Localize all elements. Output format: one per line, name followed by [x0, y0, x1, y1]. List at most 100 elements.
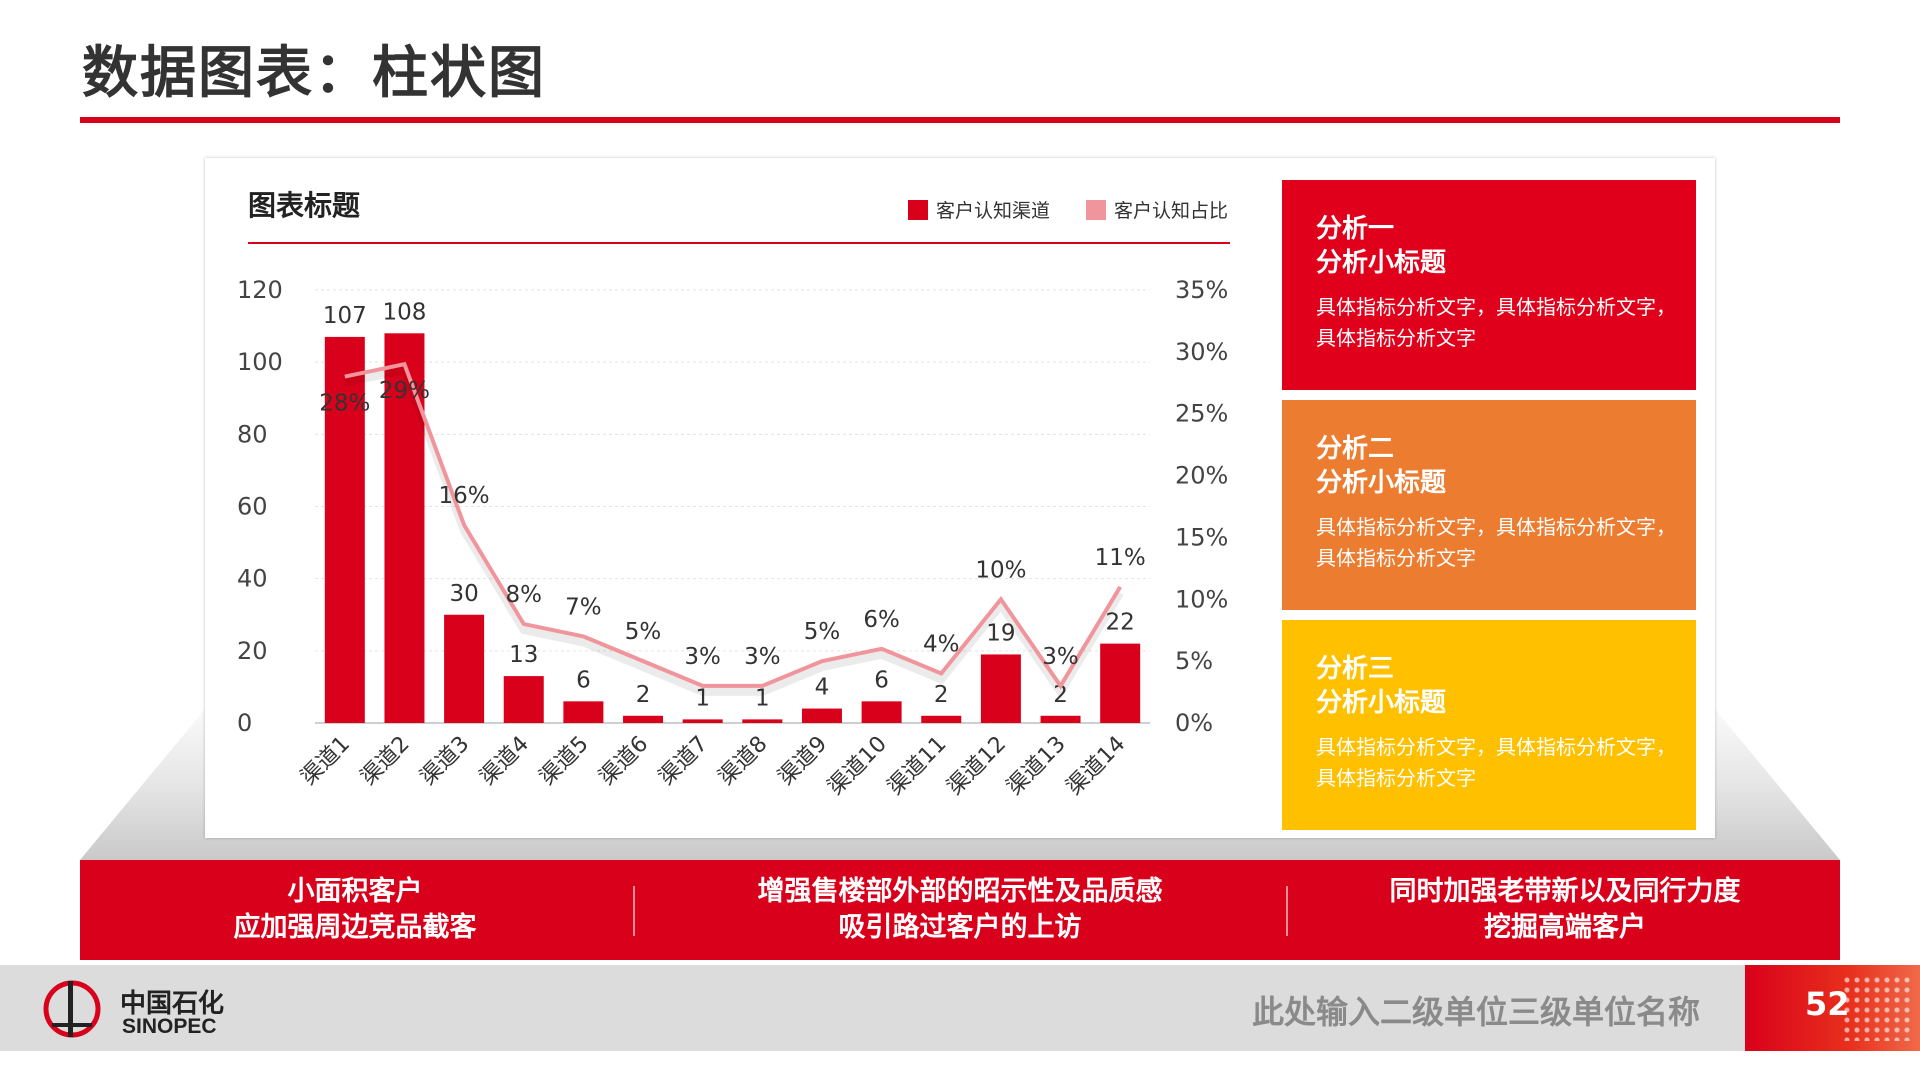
legend-item-line: 客户认知占比 — [1086, 196, 1228, 223]
org-name: 此处输入二级单位三级单位名称 — [1251, 993, 1700, 1031]
line-value-label: 3% — [744, 644, 781, 670]
bar — [801, 708, 842, 723]
sinopec-emblem-icon — [43, 980, 101, 1038]
card-subheading: 分析小标题 — [1316, 688, 1447, 718]
bar-value-label: 2 — [934, 682, 949, 708]
category-label: 渠道5 — [535, 732, 594, 791]
bar-value-label: 1 — [755, 685, 770, 711]
right-tick-label: 35% — [1175, 276, 1228, 304]
card-body: 具体指标分析文字，具体指标分析文字，具体指标分析文字 — [1316, 515, 1676, 570]
bar-value-label: 2 — [636, 682, 651, 708]
line-value-label: 3% — [684, 644, 721, 670]
conclusion-1-line1: 小面积客户 — [287, 876, 423, 907]
card-subheading: 分析小标题 — [1316, 468, 1447, 498]
bar-value-label: 4 — [815, 675, 830, 701]
category-label: 渠道6 — [595, 732, 654, 791]
conclusion-banner: 小面积客户 应加强周边竞品截客 增强售楼部外部的昭示性及品质感 吸引路过客户的上… — [80, 860, 1840, 960]
bar-value-label: 108 — [383, 299, 427, 325]
legend-swatch-bars — [908, 199, 928, 220]
bar-value-label: 107 — [323, 303, 367, 329]
category-label: 渠道7 — [654, 732, 713, 791]
category-label: 渠道11 — [883, 732, 952, 801]
line-value-label: 8% — [506, 582, 543, 608]
category-label: 渠道14 — [1062, 732, 1131, 801]
bar — [1100, 643, 1141, 723]
bar — [682, 719, 723, 723]
line-value-label: 4% — [923, 632, 960, 658]
chart-title-divider — [248, 242, 1230, 244]
line-series-shadow — [344, 365, 1124, 700]
bar-value-label: 1 — [695, 685, 710, 711]
card-body: 具体指标分析文字，具体指标分析文字，具体指标分析文字 — [1316, 295, 1676, 350]
page-number-box: 52 — [1745, 965, 1920, 1051]
left-tick-label: 20 — [237, 637, 268, 665]
conclusion-3-line2: 挖掘高端客户 — [1484, 912, 1646, 943]
bar-value-label: 6 — [576, 667, 591, 693]
card-subheading: 分析小标题 — [1316, 248, 1447, 278]
conclusion-1: 小面积客户 应加强周边竞品截客 — [80, 874, 630, 946]
analysis-card-1: 分析一 分析小标题 具体指标分析文字，具体指标分析文字，具体指标分析文字 — [1282, 180, 1696, 390]
chart-title: 图表标题 — [248, 189, 361, 222]
footer-bar: 此处输入二级单位三级单位名称 52 — [0, 965, 1920, 1051]
banner-divider — [1286, 886, 1288, 936]
conclusion-3-line1: 同时加强老带新以及同行力度 — [1389, 876, 1741, 907]
category-label: 渠道1 — [296, 732, 355, 791]
bar — [503, 676, 544, 723]
banner-divider — [633, 886, 635, 936]
right-tick-label: 0% — [1175, 709, 1213, 737]
card-body: 具体指标分析文字，具体指标分析文字，具体指标分析文字 — [1316, 735, 1676, 790]
legend-label-bars: 客户认知渠道 — [936, 200, 1051, 222]
line-value-label: 6% — [863, 607, 900, 633]
legend-item-bars: 客户认知渠道 — [908, 196, 1050, 223]
left-tick-label: 0 — [237, 709, 252, 737]
bar-line-chart: 0204060801001200%5%10%15%20%25%30%35%107… — [237, 276, 1228, 801]
line-value-label: 5% — [804, 619, 841, 645]
line-value-label: 11% — [1095, 545, 1146, 571]
analysis-card-2: 分析二 分析小标题 具体指标分析文字，具体指标分析文字，具体指标分析文字 — [1282, 400, 1696, 610]
bar — [324, 336, 365, 723]
left-tick-label: 60 — [237, 493, 268, 521]
conclusion-1-line2: 应加强周边竞品截客 — [233, 912, 477, 943]
conclusion-2-line2: 吸引路过客户的上访 — [838, 912, 1082, 943]
legend-label-line: 客户认知占比 — [1114, 200, 1229, 222]
left-tick-label: 40 — [237, 565, 268, 593]
bar — [921, 715, 962, 723]
category-label: 渠道4 — [475, 732, 534, 791]
bar-value-label: 2 — [1053, 682, 1068, 708]
category-label: 渠道10 — [823, 732, 892, 801]
line-value-label: 3% — [1042, 644, 1079, 670]
conclusion-3: 同时加强老带新以及同行力度 挖掘高端客户 — [1290, 874, 1840, 946]
bar-value-label: 19 — [986, 620, 1015, 646]
line-value-label: 5% — [625, 619, 662, 645]
bar — [1040, 715, 1081, 723]
line-value-label: 10% — [975, 557, 1026, 583]
bar — [742, 719, 783, 723]
right-tick-label: 5% — [1175, 647, 1213, 675]
bar — [980, 654, 1021, 723]
card-heading: 分析三 — [1316, 654, 1395, 684]
bar — [861, 701, 902, 723]
conclusion-2-line1: 增强售楼部外部的昭示性及品质感 — [757, 876, 1163, 907]
category-label: 渠道13 — [1002, 732, 1071, 801]
line-value-label: 29% — [379, 378, 430, 404]
right-tick-label: 15% — [1175, 523, 1228, 551]
dot-pattern — [1842, 975, 1912, 1041]
legend-swatch-line — [1086, 199, 1106, 220]
left-tick-label: 100 — [237, 348, 283, 376]
card-heading: 分析二 — [1316, 434, 1395, 464]
category-label: 渠道3 — [416, 732, 475, 791]
bar-value-label: 22 — [1106, 610, 1135, 636]
bar-value-label: 6 — [874, 667, 889, 693]
conclusion-2: 增强售楼部外部的昭示性及品质感 吸引路过客户的上访 — [640, 874, 1280, 946]
category-label: 渠道12 — [943, 732, 1012, 801]
left-tick-label: 120 — [237, 276, 283, 304]
bar — [623, 715, 664, 723]
line-value-label: 28% — [319, 391, 370, 417]
bar — [444, 614, 485, 723]
right-tick-label: 25% — [1175, 400, 1228, 428]
analysis-card-3: 分析三 分析小标题 具体指标分析文字，具体指标分析文字，具体指标分析文字 — [1282, 620, 1696, 830]
line-series — [344, 361, 1122, 690]
line-value-label: 7% — [565, 594, 602, 620]
right-tick-label: 30% — [1175, 338, 1228, 366]
bar — [563, 701, 604, 723]
